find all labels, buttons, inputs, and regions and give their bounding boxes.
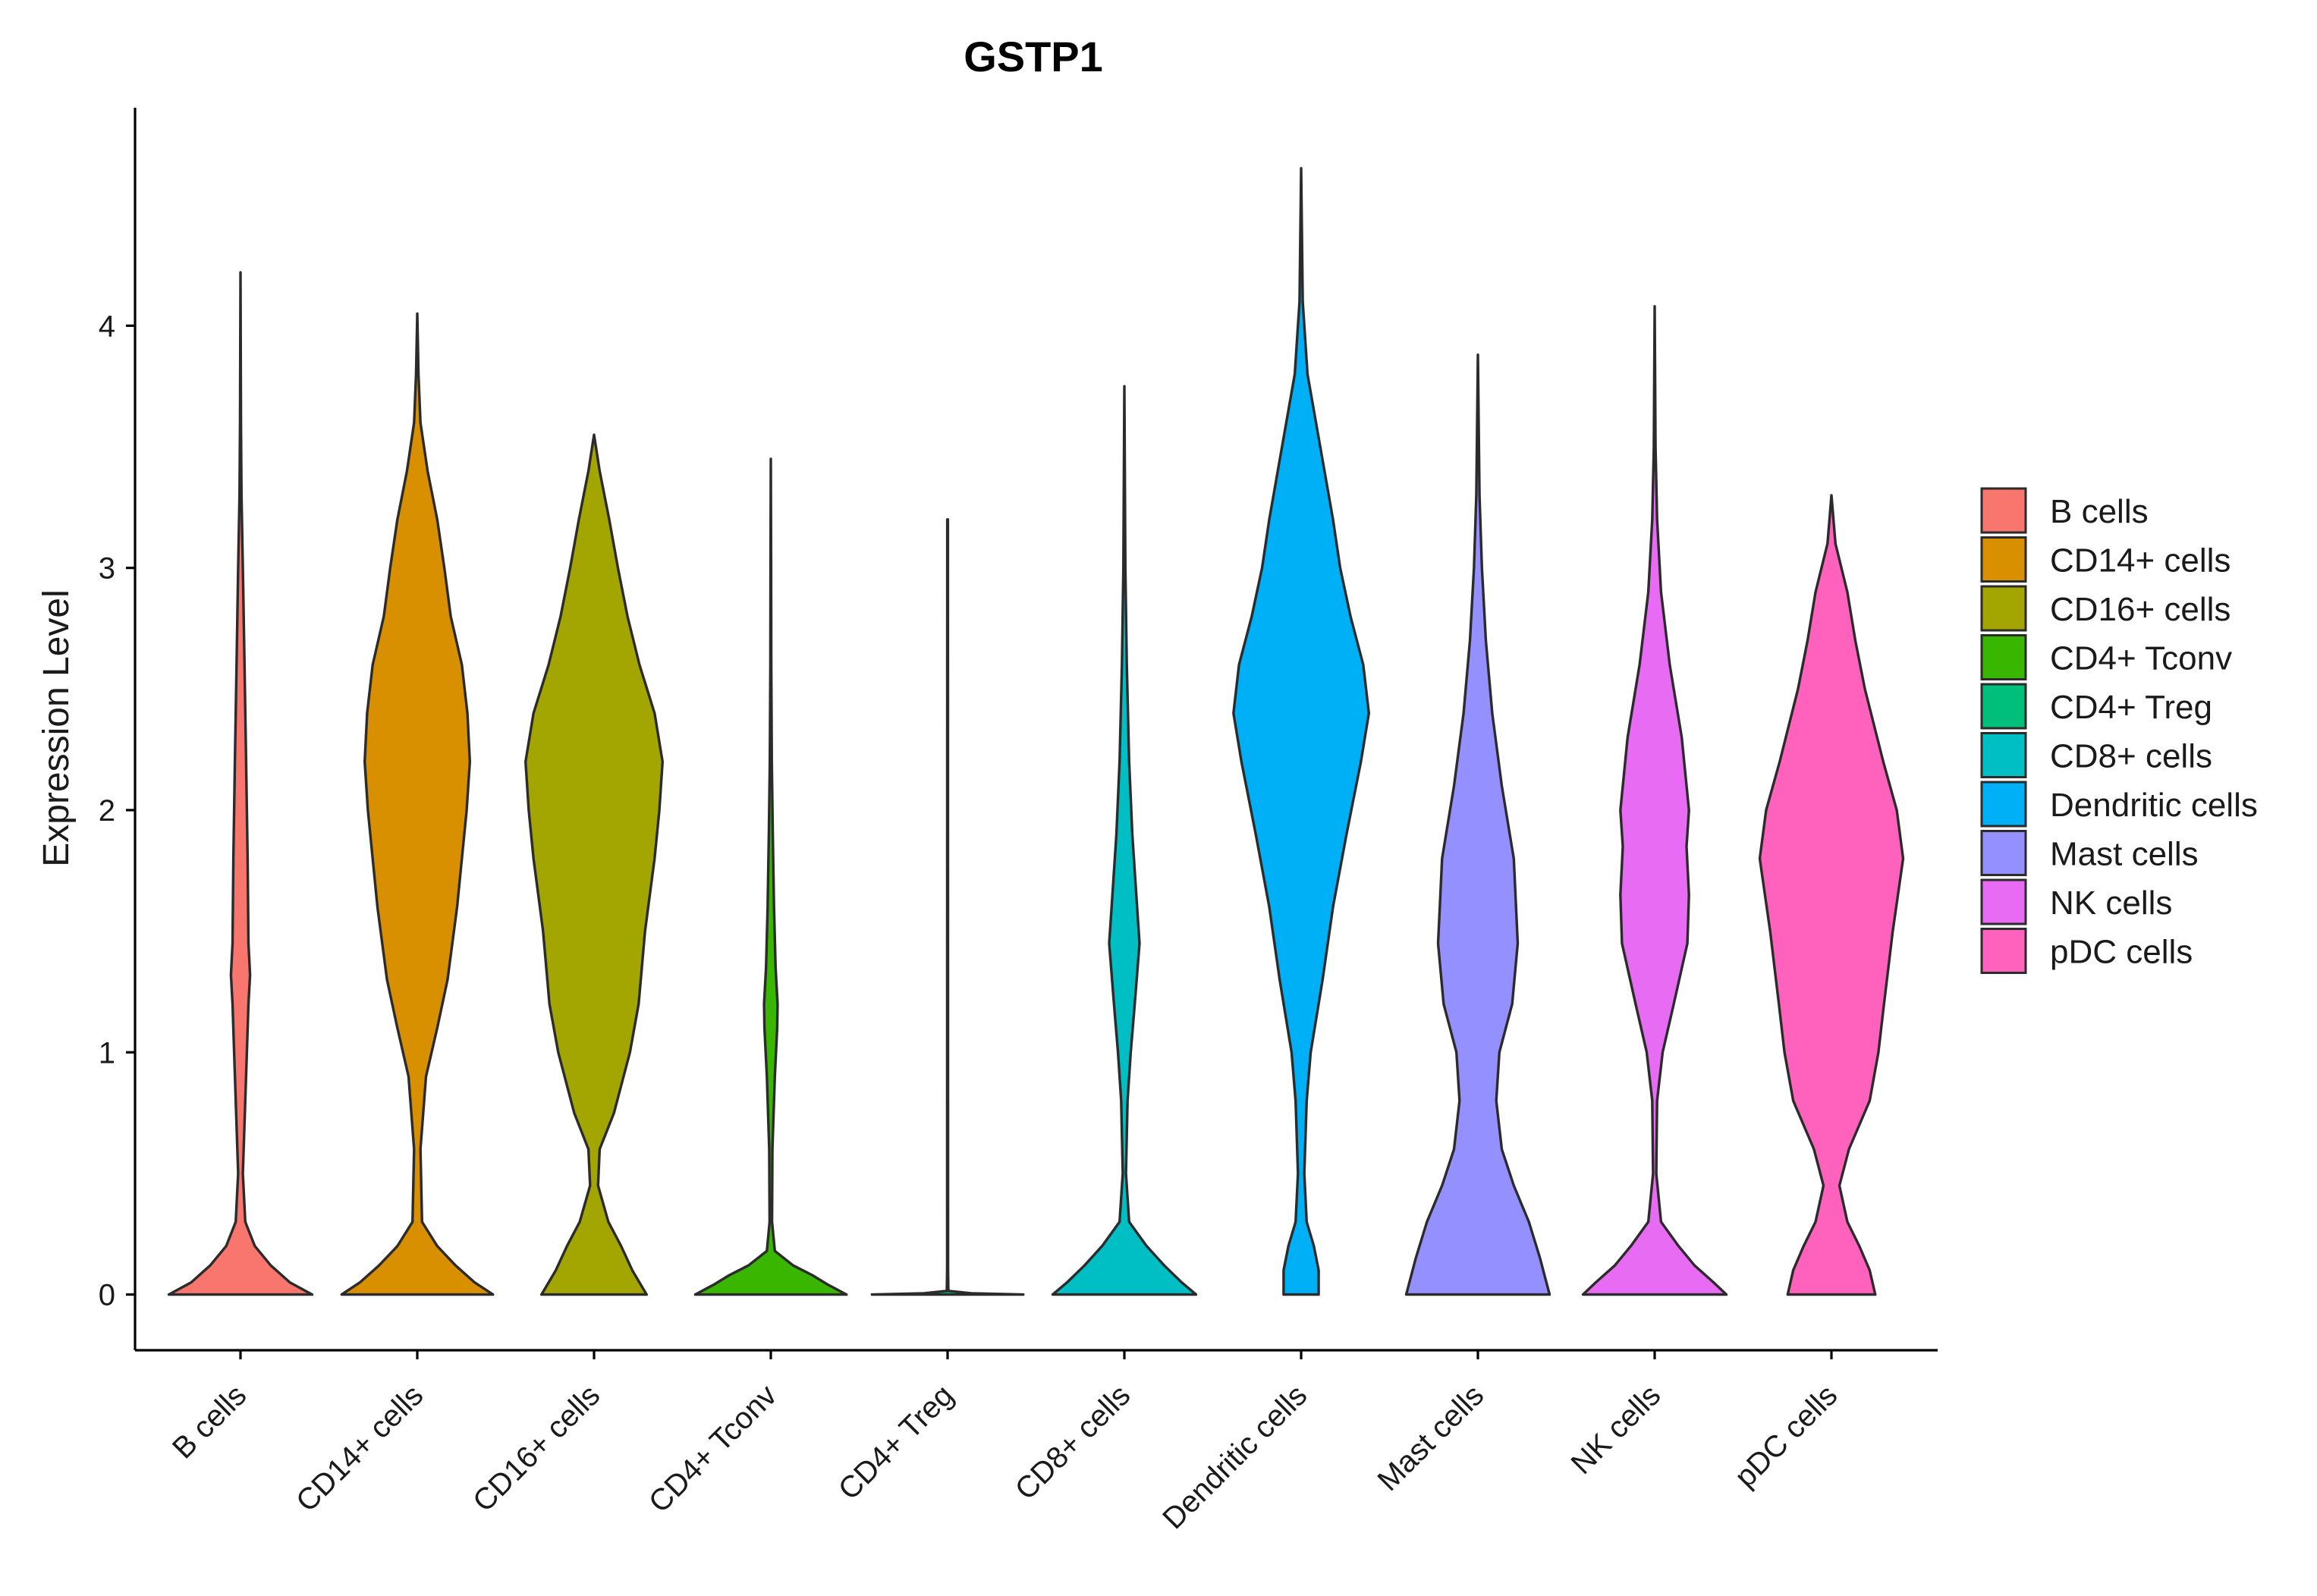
x-tick-label: CD16+ cells <box>467 1378 606 1518</box>
legend-label: CD14+ cells <box>2050 542 2231 580</box>
legend-key-cd4-tconv <box>1980 634 2027 680</box>
legend-label: CD8+ cells <box>2050 738 2212 775</box>
legend-key-dendritic-cells <box>1980 781 2027 828</box>
legend-key-cd14-cells <box>1980 536 2027 583</box>
legend-key-nk-cells <box>1980 878 2027 925</box>
x-tick-label: pDC cells <box>1728 1378 1844 1494</box>
legend-label: B cells <box>2050 493 2149 530</box>
x-tick-label: Dendritic cells <box>1156 1378 1313 1535</box>
violin-cd8-cells <box>1051 385 1198 1296</box>
y-axis-title: Expression Level <box>36 589 77 867</box>
legend-label: NK cells <box>2050 884 2172 922</box>
legend-label: CD4+ Treg <box>2050 689 2212 726</box>
legend-label: Dendritic cells <box>2050 787 2258 824</box>
x-tick-label: CD14+ cells <box>290 1378 429 1518</box>
violin-nk-cells <box>1581 305 1728 1296</box>
violin-b-cells <box>167 271 314 1296</box>
chart-title: GSTP1 <box>964 33 1103 80</box>
y-axis-ticks: 0 1 2 3 4 <box>99 309 135 1312</box>
x-tick-label: Mast cells <box>1372 1378 1491 1497</box>
legend-label: CD16+ cells <box>2050 591 2231 628</box>
violin-cd16-cells <box>524 433 664 1296</box>
x-tick-label: CD4+ Treg <box>832 1378 960 1506</box>
y-tick-label: 4 <box>99 309 115 343</box>
violin-mast-cells <box>1404 353 1551 1296</box>
violin-cd4-tconv <box>693 457 848 1296</box>
x-tick-label: B cells <box>166 1378 253 1465</box>
legend-key-cd4-treg <box>1980 683 2027 730</box>
legend-label: pDC cells <box>2050 934 2193 971</box>
violin-cd4-treg <box>870 518 1025 1296</box>
y-tick-label: 1 <box>99 1036 115 1070</box>
legend-key-pdc-cells <box>1980 928 2027 974</box>
violin-pdc-cells <box>1758 494 1905 1296</box>
x-tick-label: NK cells <box>1565 1378 1668 1481</box>
y-tick-label: 2 <box>99 794 115 828</box>
violin-dendritic-cells <box>1232 167 1370 1296</box>
x-axis-ticks: B cells CD14+ cells CD16+ cells CD4+ Tconv C… <box>166 1350 1844 1535</box>
y-tick-label: 3 <box>99 552 115 586</box>
x-tick-label: CD8+ cells <box>1009 1378 1137 1506</box>
x-tick-label: CD4+ Tconv <box>643 1378 783 1519</box>
violin-group <box>167 167 1905 1296</box>
legend-label: Mast cells <box>2050 836 2199 873</box>
legend: B cells CD14+ cells CD16+ cells CD4+ Tconv C… <box>1980 487 2258 974</box>
legend-key-b-cells <box>1980 487 2027 534</box>
violin-cd14-cells <box>340 312 495 1296</box>
legend-key-cd16-cells <box>1980 585 2027 632</box>
legend-key-cd8-cells <box>1980 732 2027 778</box>
y-tick-label: 0 <box>99 1279 115 1312</box>
legend-key-mast-cells <box>1980 830 2027 876</box>
legend-label: CD4+ Tconv <box>2050 640 2232 677</box>
